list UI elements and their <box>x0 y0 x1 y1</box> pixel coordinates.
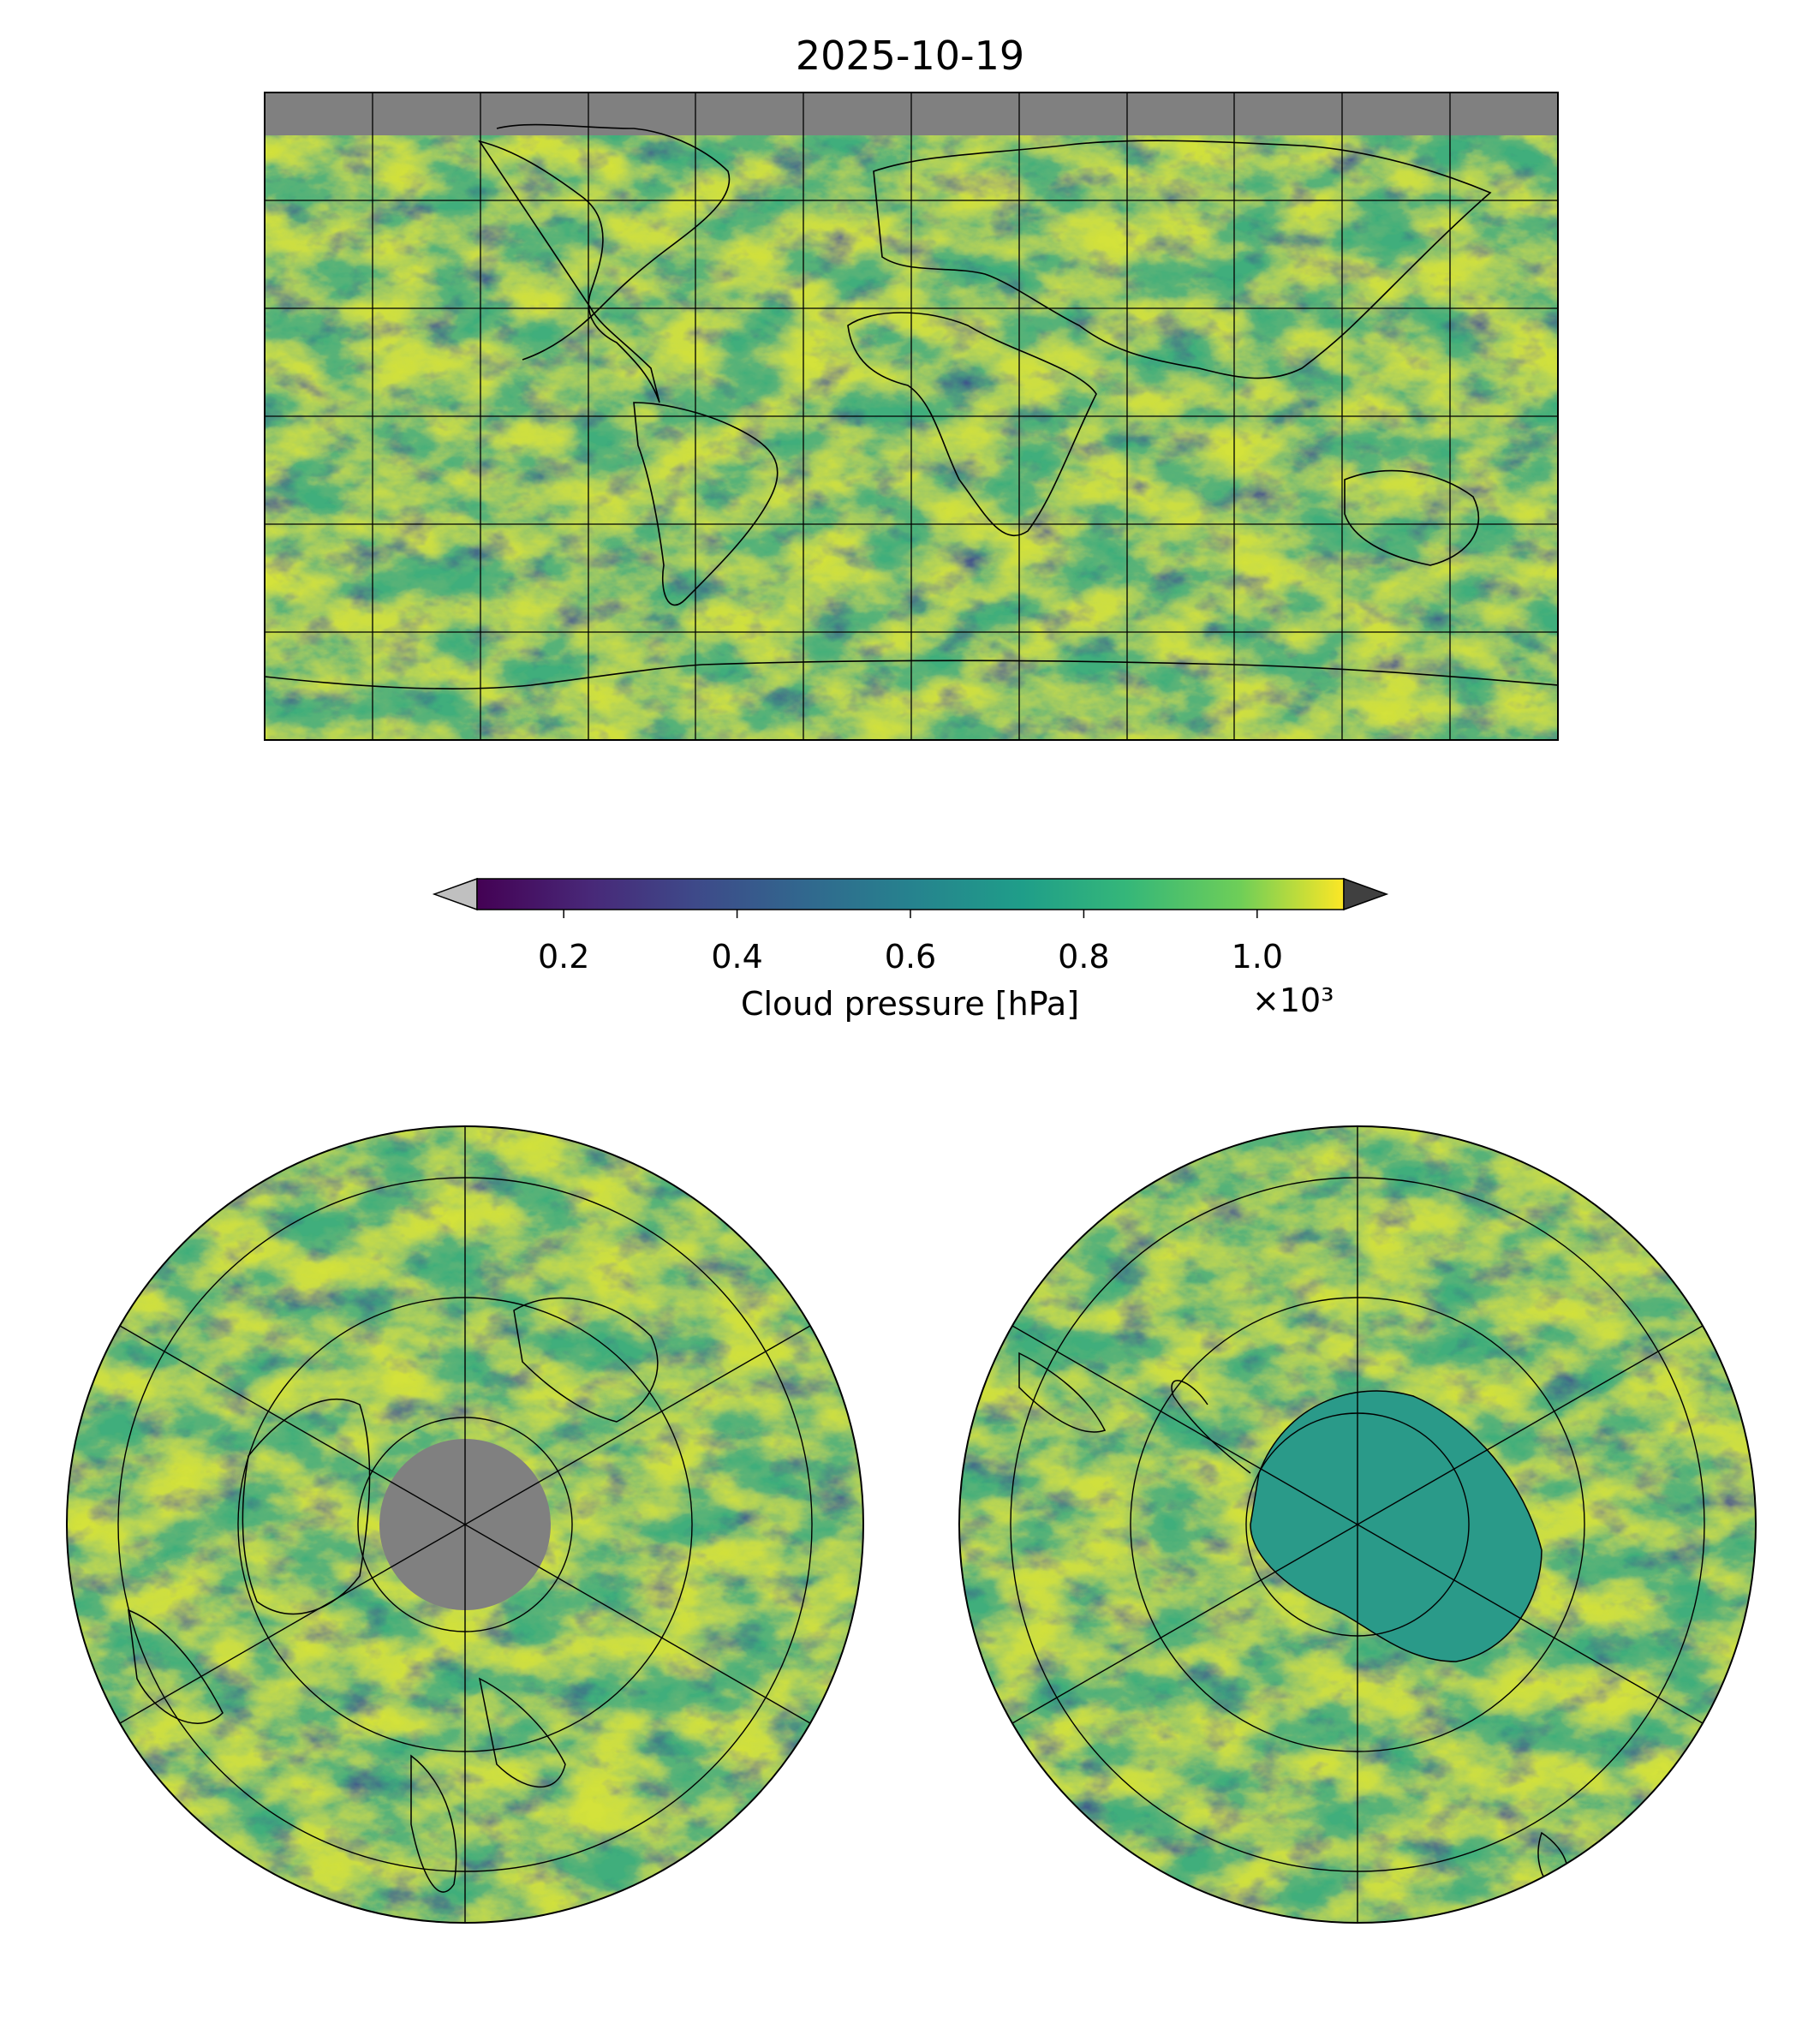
north-polar-map <box>67 1126 863 1923</box>
south-polar-map <box>959 1126 1756 1923</box>
colorbar <box>432 877 1389 918</box>
north-polar-map-frame <box>66 1125 864 1924</box>
colorbar-tick-label: 0.2 <box>537 938 590 976</box>
colorbar-over-extension <box>1343 877 1389 911</box>
colorbar-tick-label: 0.4 <box>711 938 763 976</box>
north-coastlines <box>128 1297 659 1893</box>
global-map-frame <box>264 92 1559 741</box>
colorbar-tick-label: 1.0 <box>1231 938 1284 976</box>
global-gridlines <box>265 92 1558 740</box>
global-map <box>265 92 1558 740</box>
colorbar-gradient <box>476 878 1345 910</box>
colorbar-exponent: ×10³ <box>1252 982 1334 1019</box>
colorbar-tick-label: 0.8 <box>1058 938 1110 976</box>
antarctica-ice <box>1250 1391 1542 1662</box>
north-gridlines <box>117 1126 813 1923</box>
figure-title: 2025-10-19 <box>795 33 1025 79</box>
colorbar-tick-label: 0.6 <box>884 938 937 976</box>
south-polar-map-frame <box>958 1125 1757 1924</box>
global-coastlines <box>265 123 1558 689</box>
south-gridlines <box>1010 1126 1705 1923</box>
colorbar-label: Cloud pressure [hPa] <box>740 985 1080 1023</box>
colorbar-under-extension <box>432 877 478 911</box>
